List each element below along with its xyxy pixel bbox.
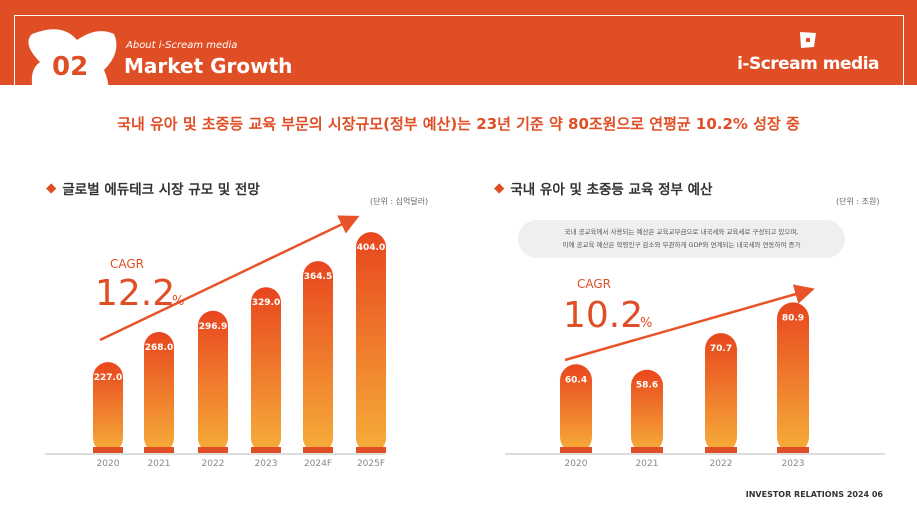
chart-title-right: ◆ 국내 유아 및 초중등 교육 정부 예산 — [494, 178, 712, 198]
data-label: 268.0 — [145, 343, 173, 353]
cagr-unit: % — [172, 294, 184, 309]
headline: 국내 유아 및 초중등 교육 부문의 시장규모(정부 예산)는 23년 기준 약… — [117, 115, 800, 133]
bar-base — [93, 447, 123, 453]
x-tick-label: 2022 — [202, 459, 225, 469]
bar — [303, 261, 333, 453]
x-tick-label: 2025F — [357, 459, 385, 469]
bar-base — [777, 447, 809, 453]
brand-icon: ◆ — [46, 180, 57, 196]
bar-base — [198, 447, 228, 453]
note-line: 국내 공교육에서 사용되는 예산은 교육교부금으로 내국세와 교육세로 구성되고… — [564, 228, 799, 236]
bar-base — [303, 447, 333, 453]
bar — [560, 364, 592, 453]
x-tick-label: 2023 — [255, 459, 278, 469]
section-badge-shape — [28, 29, 117, 113]
cagr-label: CAGR — [577, 277, 611, 291]
x-tick-label: 2020 — [565, 459, 588, 469]
data-label: 60.4 — [565, 375, 587, 385]
footer: INVESTOR RELATIONS 2024 06 — [745, 490, 883, 499]
brand-icon: ◆ — [494, 180, 505, 196]
x-tick-label: 2021 — [148, 459, 171, 469]
bar — [144, 331, 174, 453]
cagr-label: CAGR — [110, 257, 144, 271]
x-tick-label: 2022 — [710, 459, 733, 469]
bar — [198, 310, 228, 453]
bar — [705, 333, 737, 453]
section-number: 02 — [52, 52, 89, 82]
data-label: 80.9 — [782, 313, 804, 323]
data-label: 329.0 — [252, 298, 280, 308]
cagr-value: 10.2 — [563, 295, 643, 336]
bar-base — [144, 447, 174, 453]
bar — [356, 232, 386, 453]
section-subtitle: About i-Scream media — [126, 40, 238, 51]
bar — [251, 287, 281, 453]
slide-frame — [14, 15, 904, 495]
unit-left: (단위 : 십억달러) — [370, 197, 429, 206]
bar-base — [251, 447, 281, 453]
note-line: 이에 공교육 예산은 학령인구 감소와 무관하게 GDP와 연계되는 내국세와 … — [562, 241, 801, 249]
x-tick-label: 2024F — [304, 459, 332, 469]
page-title: Market Growth — [124, 54, 293, 78]
company-logo: i-Scream media — [737, 30, 879, 74]
data-label: 58.6 — [636, 381, 658, 391]
data-label: 404.0 — [357, 243, 385, 253]
cagr-value: 12.2 — [95, 273, 175, 314]
data-label: 227.0 — [94, 373, 122, 383]
chart-title-text: 국내 유아 및 초중등 교육 정부 예산 — [510, 182, 713, 198]
chart-note: 국내 공교육에서 사용되는 예산은 교육교부금으로 내국세와 교육세로 구성되고… — [518, 220, 845, 258]
bar — [93, 362, 123, 453]
data-label: 296.9 — [199, 322, 227, 332]
data-label: 364.5 — [304, 272, 332, 282]
bar-base — [356, 447, 386, 453]
chart-title-left: ◆ 글로벌 에듀테크 시장 규모 및 전망 — [46, 178, 260, 198]
data-label: 70.7 — [710, 344, 732, 354]
logo-text: i-Scream media — [737, 54, 879, 74]
unit-right: (단위 : 조원) — [836, 197, 880, 206]
bar-base — [631, 447, 663, 453]
cagr-arrow — [564, 284, 815, 362]
logo-icon — [800, 32, 817, 48]
cagr-arrow — [99, 215, 360, 342]
x-tick-label: 2023 — [782, 459, 805, 469]
bar-base — [705, 447, 737, 453]
bar — [777, 302, 809, 453]
chart-title-text: 글로벌 에듀테크 시장 규모 및 전망 — [62, 182, 260, 198]
bar-base — [560, 447, 592, 453]
cagr-unit: % — [640, 316, 652, 331]
x-tick-label: 2021 — [636, 459, 659, 469]
bar — [631, 369, 663, 453]
header-bar — [0, 0, 917, 85]
x-tick-label: 2020 — [97, 459, 120, 469]
